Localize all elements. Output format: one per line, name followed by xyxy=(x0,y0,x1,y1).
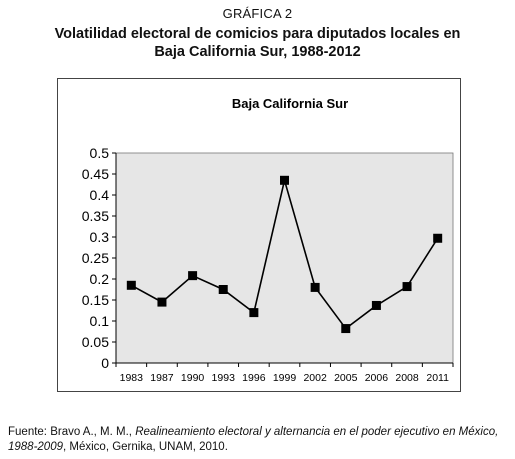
y-tick-label: 0.35 xyxy=(82,208,109,224)
y-tick-label: 0.2 xyxy=(90,271,110,287)
x-tick-label: 2008 xyxy=(395,372,419,384)
figure-title: Volatilidad electoral de comicios para d… xyxy=(10,25,505,61)
plot-area xyxy=(115,152,454,364)
data-point-marker xyxy=(157,297,167,307)
x-tick-label: 1993 xyxy=(212,372,236,384)
figure-label: GRÁFICA 2 xyxy=(222,6,293,21)
x-tick-label: 1999 xyxy=(273,372,297,384)
data-point-marker xyxy=(371,300,381,310)
chart-frame: Baja California Sur 0 0.05 0.1 0.15 0.2 0.25 0… xyxy=(57,78,461,392)
x-tick-label: 2011 xyxy=(426,372,449,384)
x-tick-label: 2006 xyxy=(365,372,389,384)
source-title: Realineamiento electoral y alternancia e… xyxy=(8,426,499,453)
chart-axes: 0 0.05 0.1 0.15 0.2 0.25 0.3 0.35 0.4 0.45 0.5 1983… xyxy=(82,145,454,384)
y-tick-label: 0.4 xyxy=(90,187,110,203)
line-chart: Baja California Sur 00.050.10.150.20.250… xyxy=(82,96,454,384)
source-note: Fuente: Bravo A., M. M., Realineamiento … xyxy=(8,425,508,455)
chart-title: Baja California Sur xyxy=(232,96,348,111)
figure-title-line-2: Baja California Sur, 1988-2012 xyxy=(154,44,361,60)
figure-title-line-1: Volatilidad electoral de comicios para d… xyxy=(54,26,461,42)
x-tick-label: 2002 xyxy=(303,372,327,384)
plot-background xyxy=(115,152,454,364)
y-tick-label: 0.15 xyxy=(82,292,109,308)
data-point-marker xyxy=(341,324,351,334)
data-point-marker xyxy=(249,308,259,318)
data-point-marker xyxy=(188,271,198,281)
source-prefix: Fuente: Bravo A., M. M., xyxy=(8,426,136,438)
data-point-marker xyxy=(310,282,320,292)
x-tick-label: 1983 xyxy=(120,372,144,384)
data-point-marker xyxy=(402,282,412,292)
y-tick-label: 0.45 xyxy=(82,166,109,182)
data-point-marker xyxy=(280,175,289,185)
data-point-marker xyxy=(218,285,228,294)
x-tick-label: 1996 xyxy=(242,372,266,384)
series-layer xyxy=(126,175,443,334)
y-tick-label: 0.3 xyxy=(90,229,110,245)
y-tick-label: 0.1 xyxy=(90,313,110,329)
x-tick-label: 2005 xyxy=(334,372,358,384)
x-tick-label: 1987 xyxy=(150,372,174,384)
data-point-marker xyxy=(126,280,136,290)
y-tick-label: 0.05 xyxy=(82,334,109,350)
source-suffix: , México, Gernika, UNAM, 2010. xyxy=(63,441,228,453)
y-tick-label: 0.25 xyxy=(82,250,109,266)
y-tick-label: 0.5 xyxy=(90,145,110,161)
data-point-marker xyxy=(433,233,443,243)
y-tick-label: 0 xyxy=(101,355,109,371)
x-tick-label: 1990 xyxy=(181,372,205,384)
